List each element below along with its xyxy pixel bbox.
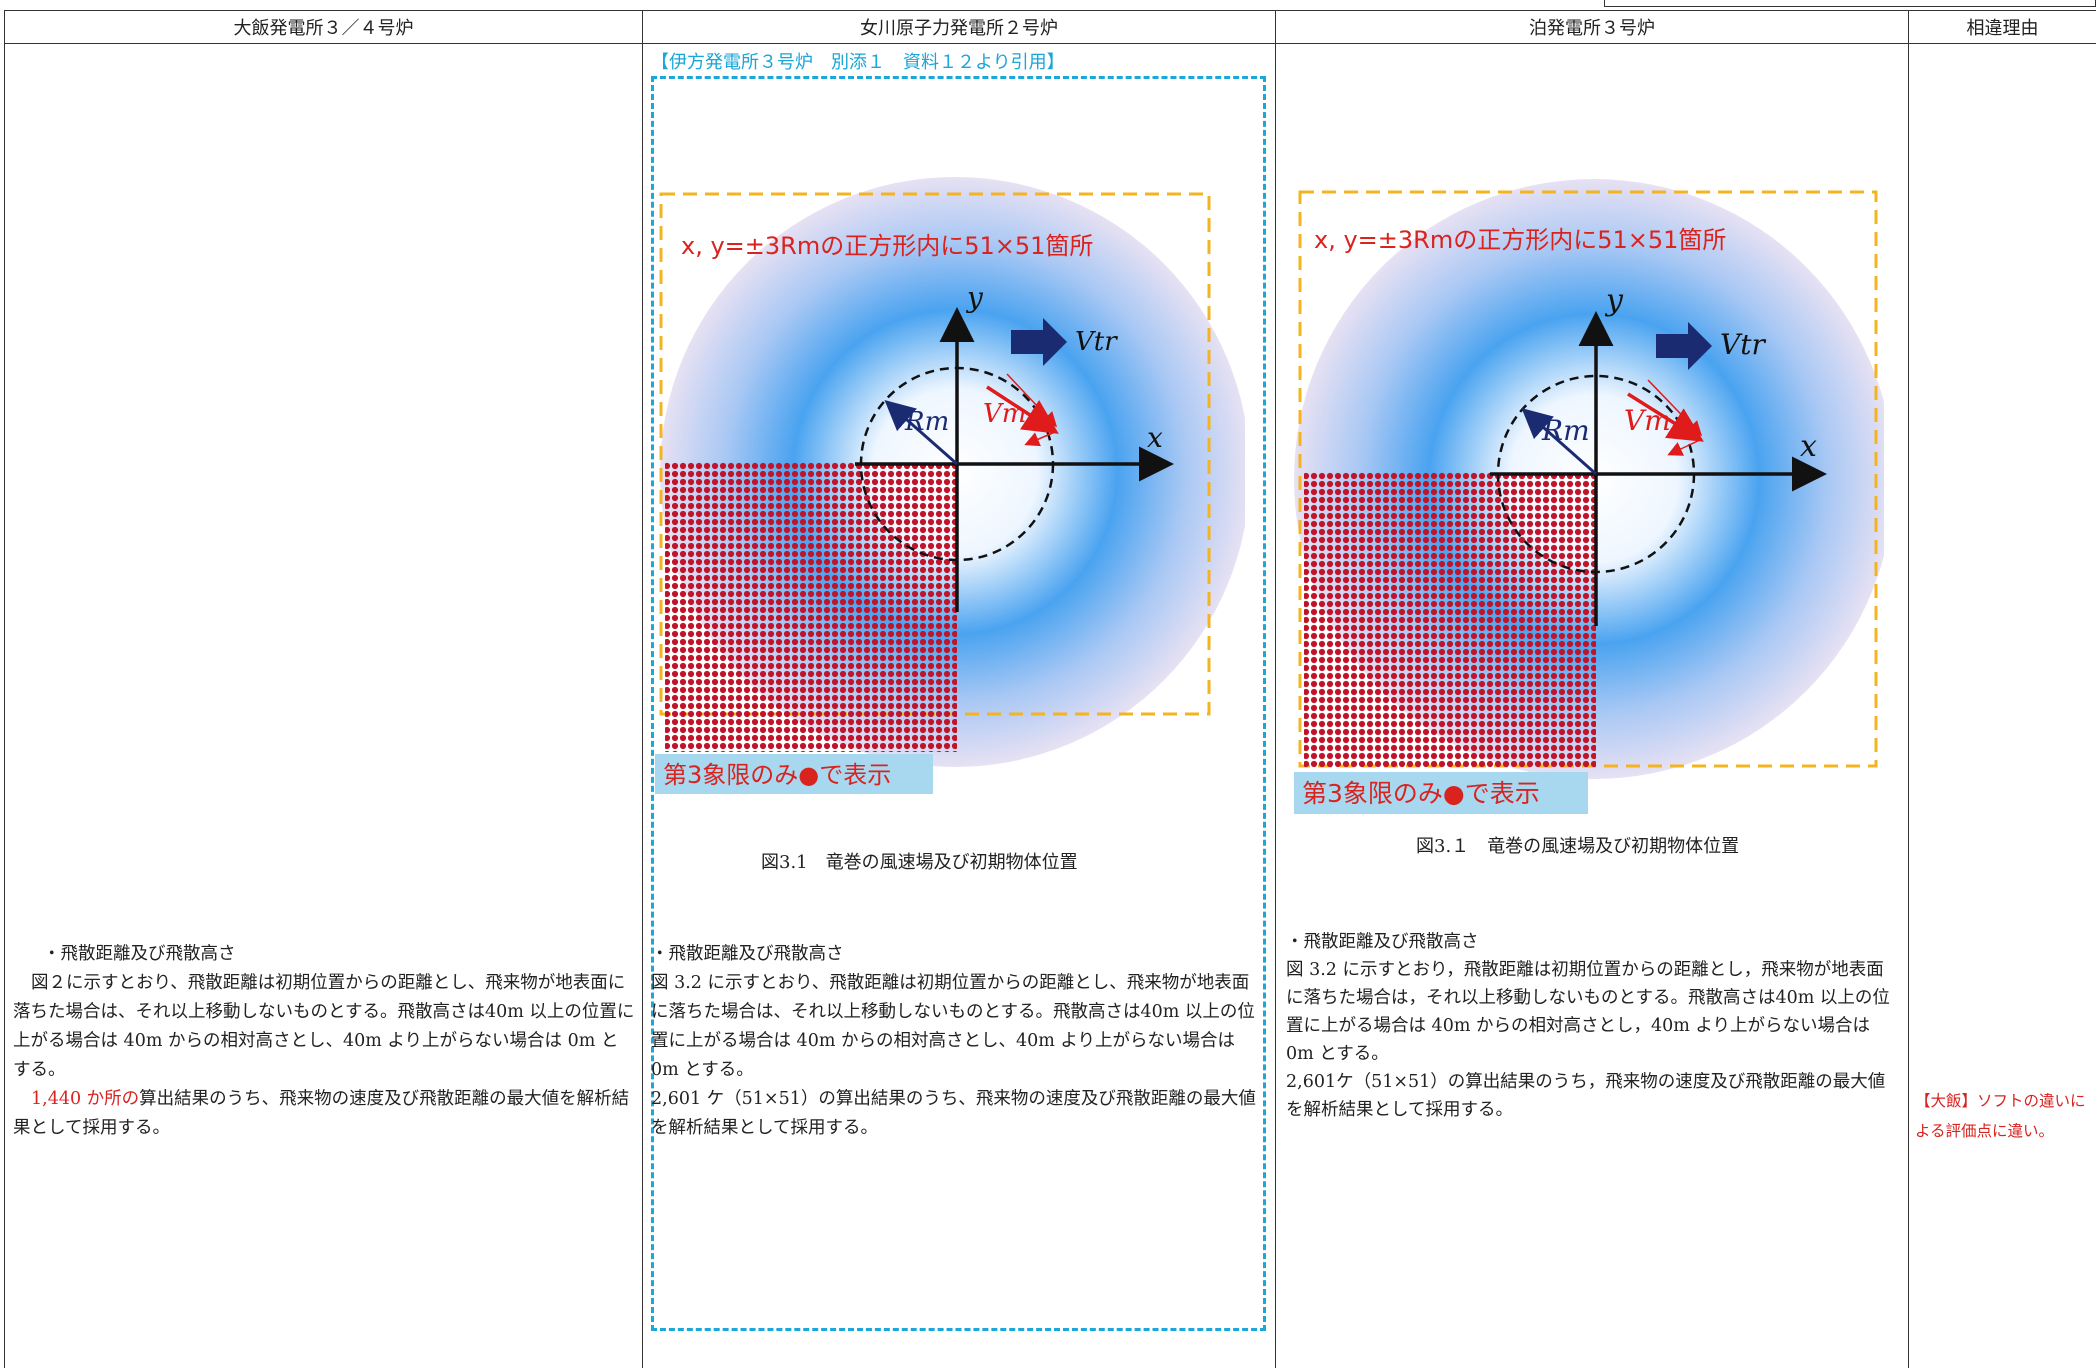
ohi-paragraph-2-rest: 算出結果のうち、飛来物の速度及び飛散距離の最大値を解析結果として採用する。 [13, 1089, 630, 1138]
vm-component-arrow-1 [1647, 379, 1703, 437]
comparison-table: 大飯発電所３／４号炉 女川原子力発電所２号炉 泊発電所３号炉 相違理由 ・飛散距… [4, 10, 2096, 1368]
tornado-figure-tomari: y x Rm Vm Vtr x, y=±3Rmの正方形内に51×51箇所 第3象… [1294, 179, 1884, 814]
column-tomari: y x Rm Vm Vtr x, y=±3Rmの正方形内に51×51箇所 第3象… [1275, 43, 1909, 1368]
column-onagawa: 【伊方発電所３号炉 別添１ 資料１２より引用】 [642, 43, 1276, 1368]
figure-caption-onagawa: 図3.1 竜巻の風速場及び初期物体位置 [761, 852, 1078, 873]
quadrant-label: 第3象限のみ●で表示 [1302, 779, 1540, 808]
translation-velocity-arrow [1656, 322, 1712, 370]
ohi-text-block: ・飛散距離及び飛散高さ 図２に示すとおり、飛散距離は初期位置からの距離とし、飛来… [13, 940, 635, 1143]
header-tomari: 泊発電所３号炉 [1275, 10, 1909, 44]
initial-position-dots [665, 462, 957, 752]
vtr-label: Vtr [1720, 328, 1766, 361]
tomari-paragraph-2: 2,601ケ（51×51）の算出結果のうち，飛来物の速度及び飛散距離の最大値を解… [1286, 1072, 1886, 1120]
page-top-strip [0, 0, 2096, 10]
ohi-heading: ・飛散距離及び飛散高さ [43, 944, 236, 964]
citation-dashed-box [651, 76, 1266, 1331]
onagawa-paragraph-1: 図 3.2 に示すとおり、飛散距離は初期位置からの距離とし、飛来物が地表面に落ち… [651, 973, 1255, 1080]
citation-label: 【伊方発電所３号炉 別添１ 資料１２より引用】 [651, 52, 1065, 73]
header-onagawa: 女川原子力発電所２号炉 [642, 10, 1276, 44]
onagawa-text-block: ・飛散距離及び飛散高さ 図 3.2 に示すとおり、飛散距離は初期位置からの距離と… [651, 940, 1266, 1143]
y-axis-label: y [1604, 283, 1624, 318]
ohi-paragraph-2: 1,440 か所の算出結果のうち、飛来物の速度及び飛散距離の最大値を解析結果とし… [13, 1085, 635, 1143]
translation-velocity-arrow [1011, 318, 1067, 366]
onagawa-heading: ・飛散距離及び飛散高さ [651, 944, 844, 964]
column-ohi: ・飛散距離及び飛散高さ 図２に示すとおり、飛散距離は初期位置からの距離とし、飛来… [4, 43, 643, 1368]
initial-position-dots [1304, 472, 1596, 768]
table-header-row: 大飯発電所３／４号炉 女川原子力発電所２号炉 泊発電所３号炉 相違理由 [4, 10, 2096, 44]
header-reason: 相違理由 [1908, 10, 2096, 44]
x-axis-label: x [1147, 421, 1163, 454]
vm-label: Vm [983, 399, 1026, 429]
quadrant-label: 第3象限のみ●で表示 [663, 761, 891, 789]
vm-label: Vm [1624, 404, 1671, 437]
grid-description-label: x, y=±3Rmの正方形内に51×51箇所 [1314, 226, 1726, 254]
rm-label: Rm [1541, 414, 1590, 447]
top-right-box [1604, 0, 2096, 7]
rm-label: Rm [904, 407, 949, 437]
vm-component-arrow-2 [1024, 431, 1056, 447]
onagawa-paragraph-2: 2,601 ケ（51×51）の算出結果のうち、飛来物の速度及び飛散距離の最大値を… [651, 1089, 1256, 1138]
tomari-text-block: ・飛散距離及び飛散高さ 図 3.2 に示すとおり，飛散距離は初期位置からの距離と… [1286, 928, 1899, 1124]
grid-description-label: x, y=±3Rmの正方形内に51×51箇所 [681, 232, 1093, 260]
quadrant-label-bg [1294, 772, 1588, 814]
reason-text: 【大飯】ソフトの違いによる評価点に違い。 [1915, 1092, 2086, 1140]
tomari-paragraph-1: 図 3.2 に示すとおり，飛散距離は初期位置からの距離とし，飛来物が地表面に落ち… [1286, 960, 1890, 1064]
quadrant-label-bg [655, 754, 933, 794]
vm-component-arrow-2 [1667, 439, 1701, 456]
y-axis-label: y [965, 281, 984, 314]
vm-component-arrow-1 [1006, 373, 1058, 428]
figure-caption-tomari: 図3.１ 竜巻の風速場及び初期物体位置 [1416, 836, 1740, 857]
header-ohi: 大飯発電所３／４号炉 [4, 10, 643, 44]
x-axis-label: x [1800, 429, 1817, 464]
column-reason: 【大飯】ソフトの違いによる評価点に違い。 [1908, 43, 2096, 1368]
rm-arrow [1521, 408, 1597, 476]
vtr-label: Vtr [1075, 327, 1118, 357]
ohi-red-count: 1,440 か所の [31, 1089, 140, 1109]
tornado-figure-onagawa: y x Rm Vm Vtr x, y=±3Rmの正方形内に51×51箇所 第3象… [655, 177, 1245, 794]
ohi-paragraph-1: 図２に示すとおり、飛散距離は初期位置からの距離とし、飛来物が地表面に落ちた場合は… [13, 973, 635, 1080]
rm-arrow [884, 400, 958, 466]
tomari-heading: ・飛散距離及び飛散高さ [1286, 932, 1479, 952]
